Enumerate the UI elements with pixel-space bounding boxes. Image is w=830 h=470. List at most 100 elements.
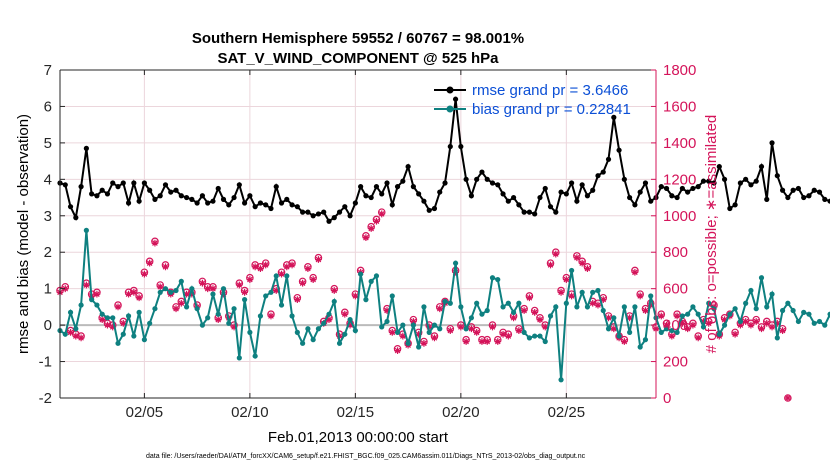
bias-point	[168, 289, 174, 295]
obs-assimilated-point	[478, 338, 486, 345]
bias-point	[484, 307, 490, 314]
bias-point	[695, 311, 701, 317]
bias-point	[394, 329, 401, 335]
y-tick-label-right: 400	[663, 317, 688, 334]
rmse-point	[721, 176, 728, 182]
obs-assimilated-point	[420, 339, 428, 347]
y-tick-label-left: 6	[44, 98, 52, 115]
rmse-point	[210, 198, 216, 204]
rmse-point	[342, 204, 348, 210]
rmse-point	[785, 194, 791, 201]
bias-point	[637, 344, 643, 350]
axes: -2 -1 0 1 2 3 4 5 6 7 0 200 400 600 800 1000 1200 1400 160…	[39, 62, 697, 421]
bias-point	[827, 311, 830, 317]
obs-assimilated-point	[183, 290, 190, 298]
bias-point	[99, 311, 105, 317]
bias-point	[463, 326, 469, 332]
rmse-point	[579, 182, 585, 188]
rmse-point	[231, 194, 237, 201]
y-axis-label-right: # of obs: o=possible; ∗=assimilated	[703, 115, 720, 354]
obs-assimilated-point	[763, 319, 771, 327]
rmse-point	[136, 198, 142, 204]
obs-assimilated-point	[573, 254, 581, 262]
y-tick-label-right: 1000	[663, 208, 696, 225]
bias-point	[489, 275, 496, 281]
bias-point	[801, 309, 807, 315]
rmse-point	[658, 184, 664, 190]
rmse-point	[99, 187, 105, 193]
rmse-point	[822, 196, 828, 202]
bias-point	[83, 227, 89, 233]
rmse-point	[83, 145, 89, 151]
series-layer	[56, 96, 830, 402]
rmse-point	[711, 180, 717, 186]
bias-point	[547, 313, 554, 319]
rmse-point	[294, 204, 300, 210]
rmse-point	[242, 200, 248, 206]
obs-assimilated-point	[82, 281, 90, 289]
obs-assimilated-point	[457, 323, 465, 331]
bias-point	[700, 324, 707, 330]
rmse-point	[426, 207, 432, 213]
rmse-point	[468, 193, 474, 199]
bias-point	[743, 300, 749, 306]
bias-point	[505, 300, 511, 306]
rmse-point	[700, 178, 707, 184]
bias-point	[426, 329, 432, 335]
obs-assimilated-point	[209, 285, 217, 293]
bias-point	[183, 304, 190, 310]
rmse-point	[331, 215, 337, 221]
rmse-point	[199, 193, 206, 199]
rmse-point	[189, 196, 195, 202]
obs-assimilated-point	[293, 296, 301, 303]
rmse-point	[758, 163, 765, 170]
y-tick-label-right: 1800	[663, 62, 696, 79]
obs-assimilated-point	[568, 292, 576, 300]
bias-point	[452, 260, 459, 266]
y-axis-label-left: rmse and bias (model - observation)	[15, 114, 32, 354]
rmse-point	[437, 189, 443, 195]
obs-assimilated-point	[199, 279, 206, 287]
bias-point	[268, 289, 274, 295]
rmse-point	[637, 189, 643, 195]
rmse-point	[753, 178, 759, 184]
obs-assimilated-point	[246, 276, 254, 283]
rmse-point	[553, 209, 559, 215]
bias-point	[748, 287, 754, 294]
bias-point	[521, 329, 527, 335]
obs-assimilated-point	[784, 394, 792, 402]
bias-point	[616, 333, 622, 339]
bias-point	[595, 287, 601, 294]
rmse-point	[795, 185, 802, 192]
rmse-point	[236, 182, 242, 188]
obs-assimilated-point	[367, 225, 375, 232]
bias-point	[310, 337, 316, 343]
bias-point	[431, 322, 438, 328]
rmse-point	[727, 205, 733, 212]
bias-point	[358, 271, 364, 277]
rmse-point	[252, 204, 258, 210]
obs-assimilated-point	[773, 319, 781, 327]
bias-point	[458, 304, 464, 310]
bias-point	[331, 298, 337, 305]
bias-point	[141, 337, 147, 343]
bias-point	[658, 329, 664, 335]
bias-point	[516, 300, 522, 306]
obs-assimilated-point	[494, 338, 502, 345]
rmse-point	[215, 185, 221, 192]
rmse-point	[336, 209, 343, 215]
y-tick-label-left: 7	[44, 62, 52, 79]
bias-point	[627, 329, 633, 335]
obs-assimilated-point	[72, 332, 80, 340]
bias-point	[305, 326, 311, 332]
bias-point	[205, 315, 211, 321]
rmse-point	[616, 147, 622, 153]
bias-point	[737, 318, 743, 325]
rmse-point	[732, 202, 738, 208]
obs-assimilated-point	[235, 281, 243, 289]
rmse-point	[284, 196, 290, 202]
bias-point	[416, 344, 422, 350]
rmse-point	[363, 193, 369, 199]
rmse-point	[120, 180, 126, 186]
bias-point	[479, 311, 485, 317]
